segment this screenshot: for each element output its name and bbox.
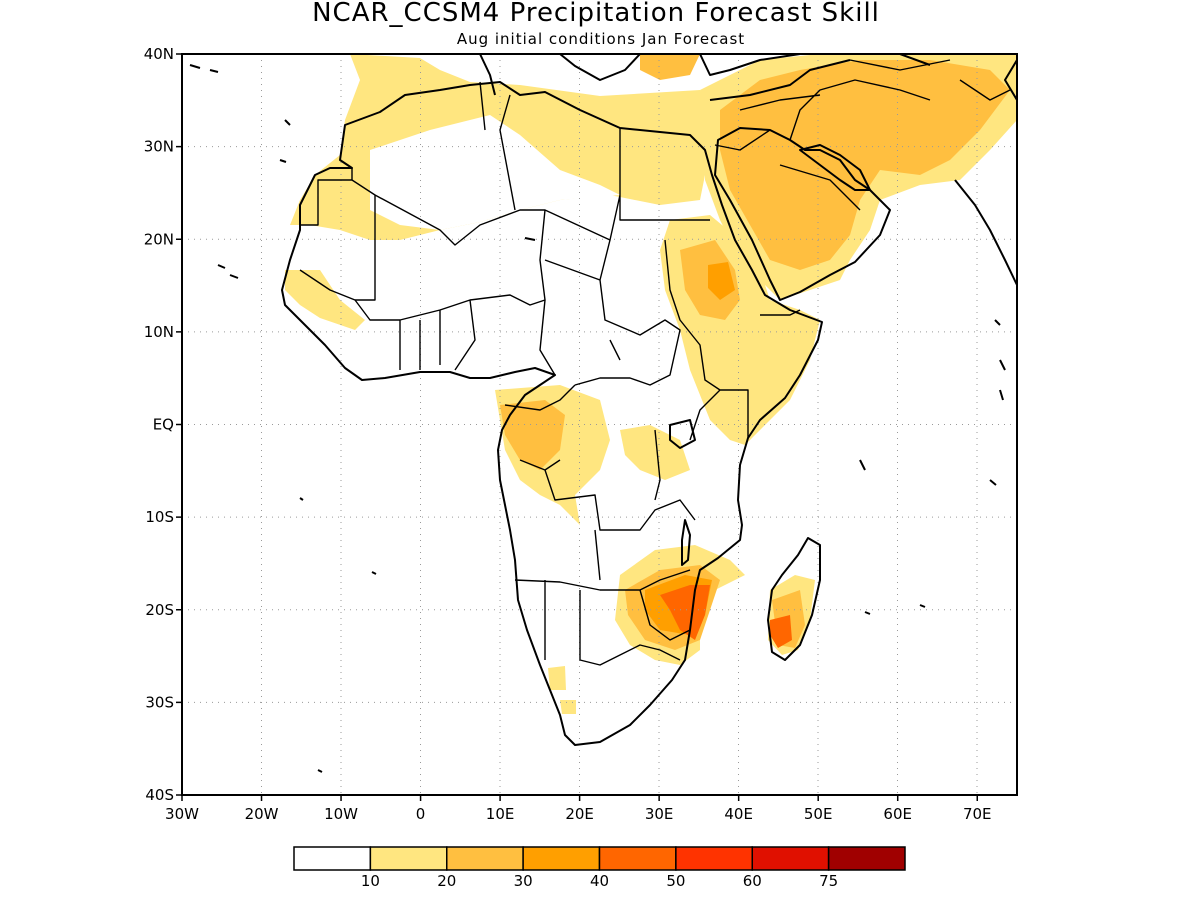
skill-middle-east-core [720, 60, 1010, 270]
axis-ticks [176, 53, 978, 801]
colorbar-label: 30 [514, 872, 533, 890]
east-africa-borders [664, 239, 801, 441]
lon-tick-label: 20W [245, 805, 279, 823]
skill-congo-core [500, 400, 565, 470]
skill-mediterranean-core [640, 54, 700, 80]
lat-tick-label: 20S [145, 601, 174, 619]
skill-west-africa-coast-region [285, 270, 365, 330]
congo-borders [504, 384, 696, 531]
lat-tick-label: 10N [144, 323, 174, 341]
map-title: NCAR_CCSM4 Precipitation Forecast Skill [312, 0, 880, 28]
islands-coastline [189, 64, 1006, 773]
lat-tick-label: 30S [145, 693, 174, 711]
colorbar-label: 60 [743, 872, 762, 890]
colorbar-swatch [675, 846, 753, 871]
lat-tick-label: EQ [153, 416, 174, 434]
skill-south-africa-spots [548, 666, 576, 714]
lake-victoria-coastline [669, 419, 696, 449]
skill-north-africa-gap [370, 115, 620, 230]
lat-tick-label: 40N [144, 45, 174, 63]
colorbar-label: 10 [361, 872, 380, 890]
lat-tick-label: 40S [145, 786, 174, 804]
skill-ethiopia-peak [708, 262, 735, 300]
lon-tick-label: 30W [165, 805, 199, 823]
southern-africa-borders [514, 529, 691, 666]
colorbar-label: 20 [437, 872, 456, 890]
west-africa-borders [299, 209, 546, 371]
lon-tick-label: 20E [565, 805, 594, 823]
map-plot-area [182, 54, 1017, 795]
lon-tick-label: 30E [645, 805, 674, 823]
skill-mozambique-peak [660, 585, 710, 640]
skill-central-africa-region [620, 425, 690, 480]
lake-malawi-coastline [681, 519, 691, 566]
north-africa-borders [300, 81, 710, 301]
colorbar-label: 50 [666, 872, 685, 890]
colorbar-label: 40 [590, 872, 609, 890]
colorbar-swatch [369, 846, 448, 871]
lon-tick-label: 50E [804, 805, 833, 823]
lon-tick-label: 0 [416, 805, 426, 823]
map-subtitle: Aug initial conditions Jan Forecast [457, 30, 745, 48]
colorbar-label: 75 [819, 872, 838, 890]
national-borders [299, 59, 1011, 666]
colorbar-swatch [522, 846, 601, 871]
lon-tick-label: 10E [486, 805, 515, 823]
lat-tick-label: 20N [144, 230, 174, 248]
colorbar-swatch [827, 846, 906, 871]
lat-tick-label: 10S [145, 508, 174, 526]
colorbar-swatch [598, 846, 677, 871]
persian-gulf-coastline [799, 144, 871, 191]
europe-coastline [479, 54, 931, 101]
colorbar-swatch [446, 846, 524, 871]
coastlines [189, 54, 1017, 773]
lat-tick-label: 30N [144, 138, 174, 156]
africa-coastline [281, 81, 823, 746]
skill-madagascar-peak [770, 615, 792, 648]
colorbar-swatch [751, 846, 830, 871]
lon-tick-label: 70E [963, 805, 992, 823]
lon-tick-label: 60E [883, 805, 912, 823]
colorbar: 10 20 30 40 50 60 75 [293, 846, 906, 890]
central-africa-borders [539, 239, 681, 386]
madagascar-coastline [767, 537, 821, 661]
india-coastline [954, 59, 1017, 286]
lon-tick-label: 40E [724, 805, 753, 823]
lon-tick-label: 10W [324, 805, 358, 823]
middle-east-borders [714, 59, 1011, 211]
colorbar-swatch [293, 846, 372, 871]
